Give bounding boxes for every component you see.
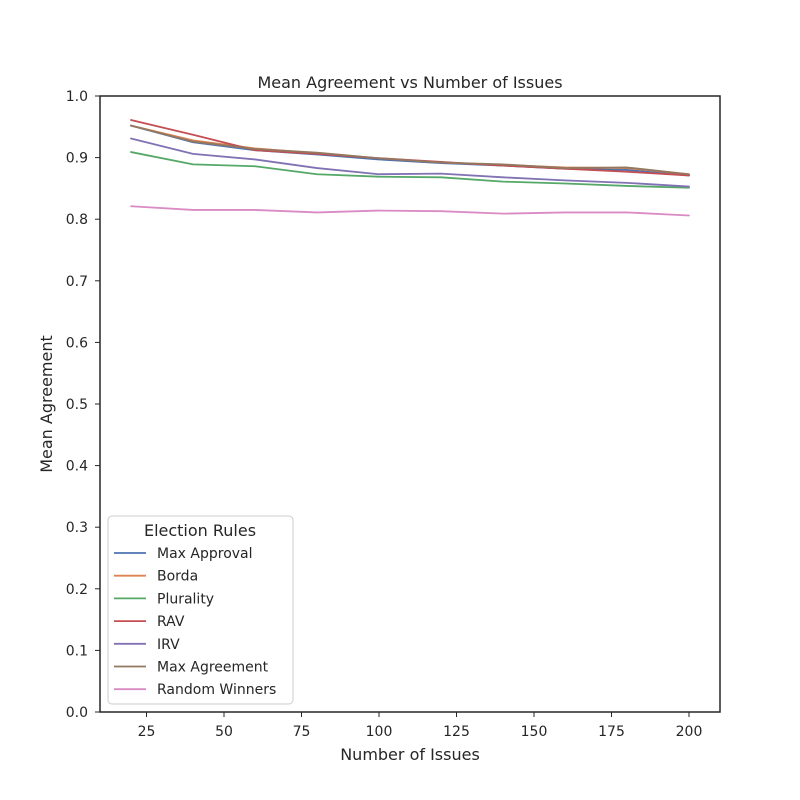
legend: Election Rules Max Approval Borda Pluralit… [107, 515, 294, 705]
y-axis-label: Mean Agreement [37, 335, 56, 473]
x-tick-label: 75 [293, 724, 311, 740]
legend-title: Election Rules [144, 521, 256, 540]
series-layer [130, 119, 690, 217]
legend-label-rav: RAV [157, 614, 185, 630]
chart-title: Mean Agreement vs Number of Issues [257, 73, 562, 92]
x-tick-label: 150 [521, 724, 548, 740]
legend-label-plurality: Plurality [157, 591, 214, 607]
x-tick-label: 200 [676, 724, 703, 740]
series-line-plurality [130, 151, 690, 189]
x-tick-label: 125 [443, 724, 470, 740]
y-tick-label: 0.8 [66, 212, 88, 228]
y-tick-label: 0.1 [66, 643, 88, 659]
x-tick-label: 175 [598, 724, 625, 740]
y-axis-ticks: 0.0 0.1 0.2 0.3 0.4 0.5 0.6 0.7 0.8 0.9 1.0 [66, 89, 100, 721]
x-tick-label: 100 [366, 724, 393, 740]
series-line-random-winners [130, 205, 690, 217]
y-tick-label: 0.9 [66, 151, 88, 167]
legend-items: Max Approval Borda Plurality RAV IRV Max Agre… [114, 546, 276, 698]
series-line-irv [130, 137, 690, 188]
legend-label-max-agreement: Max Agreement [157, 660, 269, 676]
legend-box [107, 515, 294, 705]
x-axis-ticks: 25 50 75 100 125 150 175 200 [138, 712, 703, 740]
x-tick-label: 50 [215, 724, 233, 740]
x-tick-label: 25 [138, 724, 156, 740]
series-line-max-agreement [130, 124, 690, 176]
y-tick-label: 0.3 [66, 520, 88, 536]
y-tick-label: 0.7 [66, 274, 88, 290]
legend-label-max-approval: Max Approval [157, 546, 253, 562]
y-tick-label: 0.4 [66, 459, 88, 475]
legend-label-borda: Borda [157, 569, 198, 585]
y-tick-label: 1.0 [66, 89, 88, 105]
legend-label-irv: IRV [157, 637, 180, 653]
y-tick-label: 0.5 [66, 397, 88, 413]
y-tick-label: 0.6 [66, 335, 88, 351]
series-line-max-approval [130, 124, 690, 177]
legend-label-random-winners: Random Winners [157, 682, 276, 698]
x-axis-label: Number of Issues [340, 745, 480, 764]
y-tick-label: 0.2 [66, 582, 88, 598]
y-tick-label: 0.0 [66, 705, 88, 721]
